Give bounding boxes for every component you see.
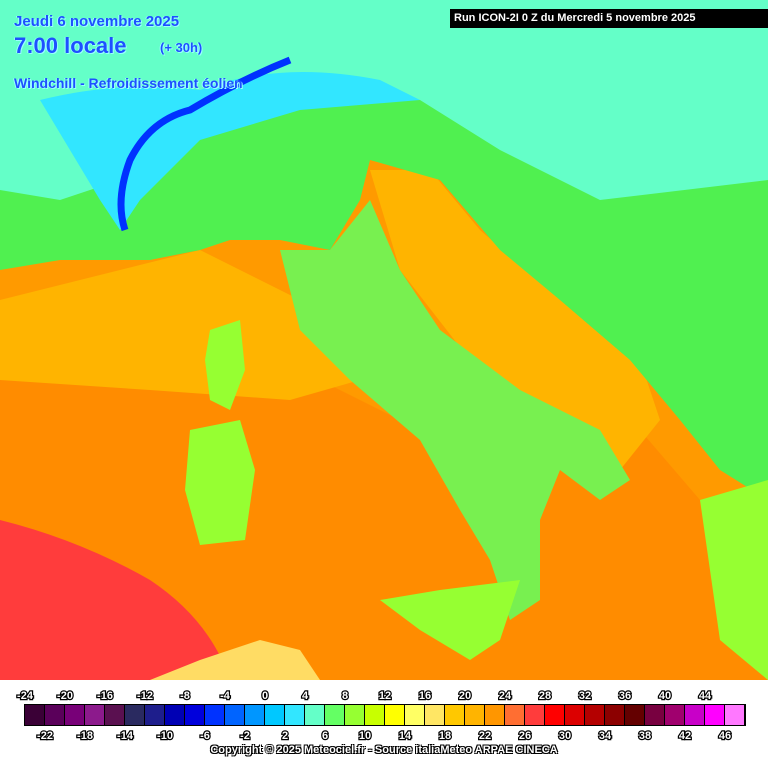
legend-swatch	[425, 705, 444, 725]
legend-swatch	[325, 705, 344, 725]
greece	[700, 480, 768, 680]
legend-label: 34	[599, 730, 612, 742]
time: 7:00 locale	[14, 33, 127, 58]
legend-swatch	[525, 705, 544, 725]
parameter: Windchill - Refroidissement éolien	[14, 75, 243, 91]
legend-label: -6	[200, 730, 210, 742]
legend-swatch	[405, 705, 424, 725]
legend-swatch	[625, 705, 644, 725]
legend-label: 16	[419, 690, 431, 702]
legend-swatch	[705, 705, 724, 725]
date: Jeudi 6 novembre 2025	[14, 13, 180, 30]
legend-label: 42	[679, 730, 691, 742]
legend-swatch	[45, 705, 64, 725]
legend-label: 18	[439, 730, 451, 742]
legend-label: 30	[559, 730, 571, 742]
legend-label: -18	[77, 730, 93, 742]
legend-label: 24	[499, 690, 512, 702]
legend-label: 6	[322, 730, 328, 742]
legend-label: -12	[137, 690, 153, 702]
legend-swatch	[285, 705, 304, 725]
legend-swatch	[445, 705, 464, 725]
legend-label: 8	[342, 690, 348, 702]
legend-label: 14	[399, 730, 412, 742]
legend-label: 22	[479, 730, 491, 742]
adriatic	[370, 170, 660, 470]
legend-swatch	[245, 705, 264, 725]
legend-swatch	[605, 705, 624, 725]
legend-label: 32	[579, 690, 591, 702]
legend-swatch	[505, 705, 524, 725]
run-info: Run ICON-2I 0 Z du Mercredi 5 novembre 2…	[450, 9, 768, 28]
legend-label: 46	[719, 730, 731, 742]
legend-label: -24	[17, 690, 34, 702]
north-africa	[150, 640, 320, 680]
sea-cool	[0, 250, 360, 400]
legend-swatch	[645, 705, 664, 725]
legend-label: -14	[117, 730, 134, 742]
legend-label: -4	[220, 690, 231, 702]
legend-swatch	[665, 705, 684, 725]
sardinia	[185, 420, 255, 545]
legend-swatch	[685, 705, 704, 725]
legend-label: -22	[37, 730, 53, 742]
legend-swatch	[105, 705, 124, 725]
land-cold	[0, 0, 768, 200]
legend-swatch	[465, 705, 484, 725]
legend-swatch	[205, 705, 224, 725]
legend-label: 36	[619, 690, 631, 702]
offset: (+ 30h)	[160, 40, 203, 55]
legend-label: 10	[359, 730, 371, 742]
sea-hot	[0, 520, 230, 680]
legend-label: -8	[180, 690, 190, 702]
legend-label: 2	[282, 730, 288, 742]
legend-swatch	[165, 705, 184, 725]
legend-swatch	[305, 705, 324, 725]
legend-label: 26	[519, 730, 531, 742]
legend-swatch	[385, 705, 404, 725]
legend-swatch	[265, 705, 284, 725]
legend-swatch	[185, 705, 204, 725]
legend-label: -2	[240, 730, 250, 742]
legend-swatch	[365, 705, 384, 725]
legend-label: 4	[302, 690, 309, 702]
land-alps	[40, 72, 420, 230]
legend-label: -20	[57, 690, 73, 702]
legend-swatch	[485, 705, 504, 725]
legend-label: 12	[379, 690, 391, 702]
sicily	[380, 580, 520, 660]
legend-swatch	[145, 705, 164, 725]
legend-label: 44	[699, 690, 712, 702]
corsica	[205, 320, 245, 410]
legend-label: 0	[262, 690, 268, 702]
legend-swatch	[25, 705, 44, 725]
legend-swatch	[65, 705, 84, 725]
legend-label: 38	[639, 730, 651, 742]
copyright: Copyright © 2025 Meteociel.fr - Source i…	[210, 744, 558, 756]
legend-label: 20	[459, 690, 471, 702]
legend-swatch	[225, 705, 244, 725]
legend-swatch	[565, 705, 584, 725]
legend-label: 40	[659, 690, 671, 702]
legend-swatch	[725, 705, 744, 725]
legend-swatch	[585, 705, 604, 725]
legend-swatch	[345, 705, 364, 725]
italy	[280, 200, 630, 620]
legend-label: -16	[97, 690, 113, 702]
legend-label: 28	[539, 690, 551, 702]
alps-cold	[117, 56, 292, 232]
legend-label: -10	[157, 730, 173, 742]
legend-swatch	[125, 705, 144, 725]
legend: -24-22-20-18-16-14-12-10-8-6-4-202468101…	[16, 689, 746, 743]
legend-swatch	[545, 705, 564, 725]
legend-swatch	[85, 705, 104, 725]
